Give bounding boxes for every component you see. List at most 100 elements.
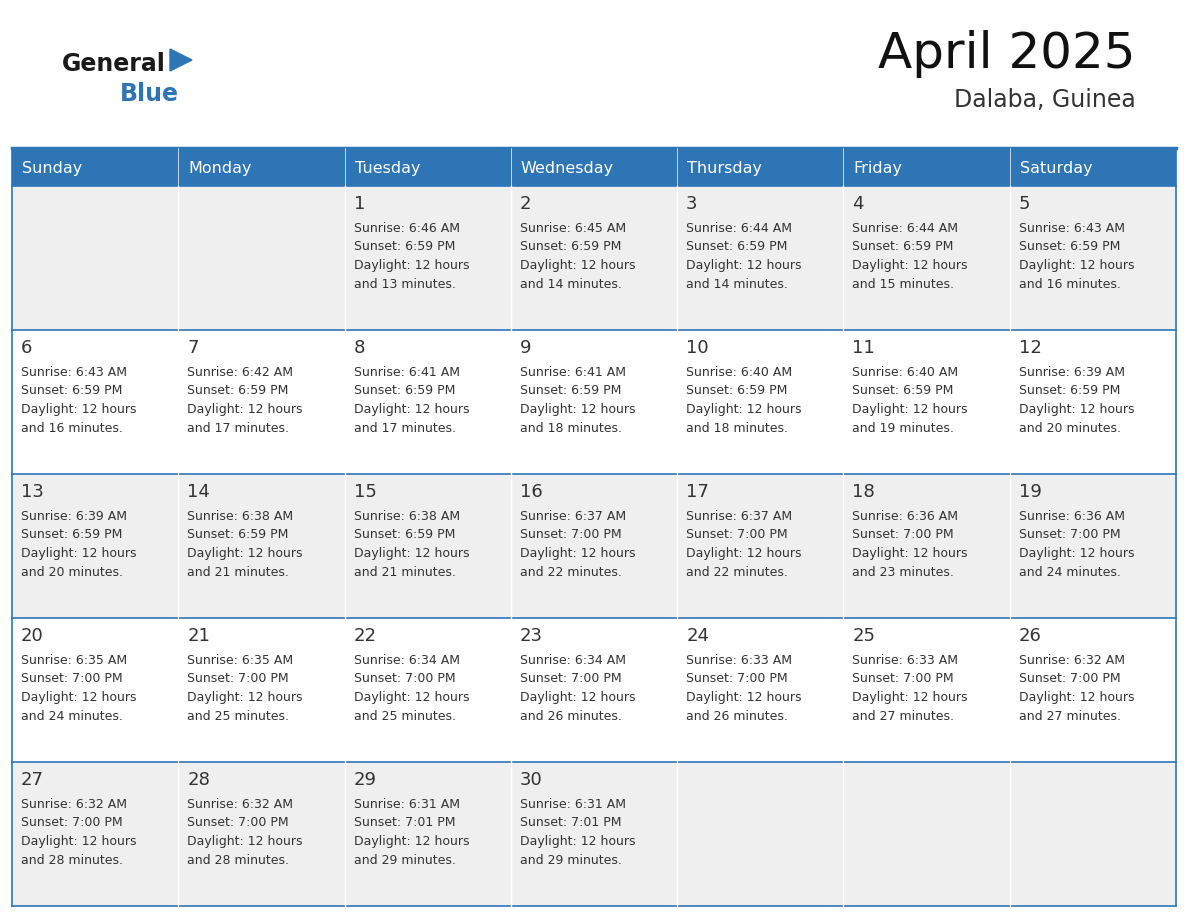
Bar [677,474,843,618]
Text: 6: 6 [21,339,32,357]
Text: and 21 minutes.: and 21 minutes. [188,565,289,578]
Text: Sunrise: 6:32 AM: Sunrise: 6:32 AM [21,798,127,811]
Bar [677,762,843,906]
Text: Sunset: 6:59 PM: Sunset: 6:59 PM [354,385,455,397]
Text: Sunrise: 6:36 AM: Sunrise: 6:36 AM [1019,510,1125,523]
Text: and 16 minutes.: and 16 minutes. [21,421,122,434]
Text: Sunset: 6:59 PM: Sunset: 6:59 PM [21,529,122,542]
Bar [12,474,178,618]
Bar [178,618,345,762]
Text: 24: 24 [687,627,709,645]
Text: Daylight: 12 hours: Daylight: 12 hours [1019,259,1135,272]
Text: and 24 minutes.: and 24 minutes. [1019,565,1120,578]
Text: Sunset: 6:59 PM: Sunset: 6:59 PM [188,385,289,397]
Bar [178,762,345,906]
Text: Daylight: 12 hours: Daylight: 12 hours [1019,403,1135,416]
Bar [345,330,511,474]
Text: Daylight: 12 hours: Daylight: 12 hours [687,547,802,560]
Bar [843,330,1010,474]
Text: Sunset: 7:00 PM: Sunset: 7:00 PM [520,529,621,542]
Text: Friday: Friday [853,162,903,176]
Text: Daylight: 12 hours: Daylight: 12 hours [354,835,469,848]
Text: Sunset: 6:59 PM: Sunset: 6:59 PM [853,241,954,253]
Text: Daylight: 12 hours: Daylight: 12 hours [21,403,137,416]
Text: Sunrise: 6:38 AM: Sunrise: 6:38 AM [354,510,460,523]
Bar [12,186,178,330]
Text: Sunset: 7:00 PM: Sunset: 7:00 PM [188,816,289,830]
Text: Sunset: 6:59 PM: Sunset: 6:59 PM [687,241,788,253]
Text: Monday: Monday [188,162,252,176]
Text: Daylight: 12 hours: Daylight: 12 hours [354,259,469,272]
Bar [1010,618,1176,762]
Text: and 16 minutes.: and 16 minutes. [1019,277,1120,290]
Text: Sunrise: 6:36 AM: Sunrise: 6:36 AM [853,510,959,523]
Text: 18: 18 [853,483,876,501]
Text: Daylight: 12 hours: Daylight: 12 hours [188,691,303,704]
Text: Sunrise: 6:32 AM: Sunrise: 6:32 AM [188,798,293,811]
Text: 15: 15 [354,483,377,501]
Text: 26: 26 [1019,627,1042,645]
Text: Sunset: 6:59 PM: Sunset: 6:59 PM [520,385,621,397]
Text: 12: 12 [1019,339,1042,357]
Text: Daylight: 12 hours: Daylight: 12 hours [687,403,802,416]
Text: Daylight: 12 hours: Daylight: 12 hours [520,547,636,560]
Text: Sunrise: 6:35 AM: Sunrise: 6:35 AM [188,654,293,667]
Text: Sunrise: 6:35 AM: Sunrise: 6:35 AM [21,654,127,667]
Text: Sunrise: 6:46 AM: Sunrise: 6:46 AM [354,222,460,235]
Bar [345,148,511,186]
Bar [511,330,677,474]
Bar [843,148,1010,186]
Text: Sunset: 6:59 PM: Sunset: 6:59 PM [1019,385,1120,397]
Text: 7: 7 [188,339,198,357]
Bar [178,186,345,330]
Text: 20: 20 [21,627,44,645]
Text: Sunset: 6:59 PM: Sunset: 6:59 PM [354,529,455,542]
Text: 2: 2 [520,195,531,213]
Text: 10: 10 [687,339,709,357]
Bar [843,618,1010,762]
Bar [677,330,843,474]
Text: Daylight: 12 hours: Daylight: 12 hours [687,691,802,704]
Text: Sunrise: 6:40 AM: Sunrise: 6:40 AM [687,366,792,379]
Text: Sunset: 6:59 PM: Sunset: 6:59 PM [853,385,954,397]
Text: 28: 28 [188,771,210,789]
Text: Daylight: 12 hours: Daylight: 12 hours [354,547,469,560]
Bar [677,186,843,330]
Text: and 29 minutes.: and 29 minutes. [354,854,455,867]
Text: Sunrise: 6:44 AM: Sunrise: 6:44 AM [687,222,792,235]
Bar [345,762,511,906]
Text: Sunrise: 6:38 AM: Sunrise: 6:38 AM [188,510,293,523]
Text: and 17 minutes.: and 17 minutes. [354,421,455,434]
Text: 14: 14 [188,483,210,501]
Text: 29: 29 [354,771,377,789]
Text: and 19 minutes.: and 19 minutes. [853,421,954,434]
Text: Sunrise: 6:37 AM: Sunrise: 6:37 AM [687,510,792,523]
Bar [12,330,178,474]
Bar [345,186,511,330]
Bar [511,762,677,906]
Text: Daylight: 12 hours: Daylight: 12 hours [520,691,636,704]
Text: Wednesday: Wednesday [520,162,614,176]
Text: General: General [62,52,166,76]
Bar [843,762,1010,906]
Text: Daylight: 12 hours: Daylight: 12 hours [1019,547,1135,560]
Text: Daylight: 12 hours: Daylight: 12 hours [21,835,137,848]
Text: 13: 13 [21,483,44,501]
Bar [12,148,178,186]
Bar [511,474,677,618]
Text: Sunday: Sunday [23,162,82,176]
Text: 30: 30 [520,771,543,789]
Text: Sunrise: 6:44 AM: Sunrise: 6:44 AM [853,222,959,235]
Text: Daylight: 12 hours: Daylight: 12 hours [853,259,968,272]
Text: and 20 minutes.: and 20 minutes. [1019,421,1120,434]
Text: 1: 1 [354,195,365,213]
Text: 16: 16 [520,483,543,501]
Bar [843,474,1010,618]
Text: 17: 17 [687,483,709,501]
Bar [1010,330,1176,474]
Text: and 29 minutes.: and 29 minutes. [520,854,621,867]
Text: Thursday: Thursday [687,162,763,176]
Text: Sunset: 7:00 PM: Sunset: 7:00 PM [354,673,455,686]
Bar [1010,762,1176,906]
Text: Sunrise: 6:39 AM: Sunrise: 6:39 AM [1019,366,1125,379]
